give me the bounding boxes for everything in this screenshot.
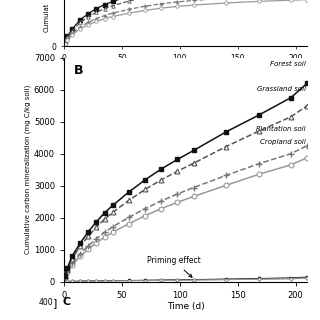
Y-axis label: Cumulative carbon mineralization (mg C/kg soil): Cumulative carbon mineralization (mg C/k… [25,85,31,254]
Text: C: C [62,297,70,308]
X-axis label: Time (d): Time (d) [168,64,203,73]
Text: ]: ] [53,298,57,308]
Text: 400: 400 [38,298,53,307]
Text: Grassland soil: Grassland soil [257,86,306,92]
Text: Plantation soil: Plantation soil [256,126,306,132]
Y-axis label: Cumulat: Cumulat [44,3,50,32]
Text: Forest soil: Forest soil [270,61,306,67]
Text: Priming effect: Priming effect [147,256,201,277]
X-axis label: Time (d): Time (d) [167,302,204,311]
Text: B: B [74,64,83,77]
Text: Cropland soil: Cropland soil [260,140,306,145]
